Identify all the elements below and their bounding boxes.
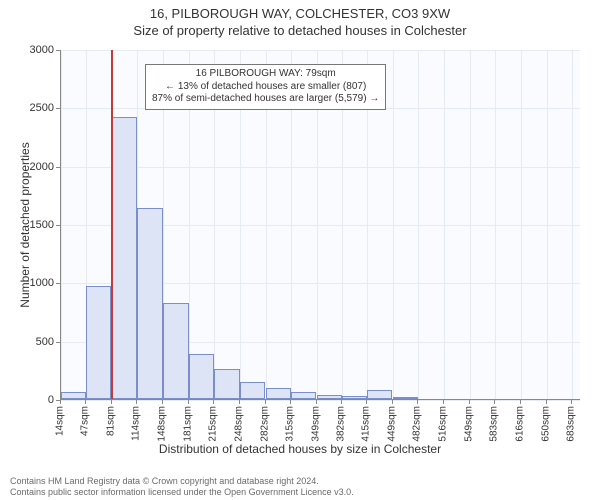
gridline-horizontal [61, 50, 580, 51]
histogram-bar [393, 397, 418, 399]
xtick-mark [60, 400, 61, 404]
xtick-mark [290, 400, 291, 404]
xtick-mark [162, 400, 163, 404]
xtick-label: 215sqm [208, 406, 219, 442]
xtick-label: 114sqm [131, 406, 142, 441]
histogram-bar [214, 369, 239, 399]
ytick-mark [56, 225, 60, 226]
annotation-line: 87% of semi-detached houses are larger (… [152, 93, 379, 106]
xtick-label: 482sqm [412, 406, 423, 442]
histogram-bar [137, 208, 162, 399]
footer-line-2: Contains public sector information licen… [10, 487, 600, 498]
gridline-vertical [61, 50, 62, 399]
histogram-bar [112, 117, 137, 399]
xtick-label: 248sqm [233, 406, 244, 442]
xtick-label: 14sqm [55, 406, 66, 436]
gridline-vertical [521, 50, 522, 399]
ytick-mark [56, 50, 60, 51]
xtick-label: 382sqm [335, 406, 346, 442]
ytick-label: 3000 [4, 44, 54, 56]
histogram-bar [367, 390, 392, 399]
page-title: 16, PILBOROUGH WAY, COLCHESTER, CO3 9XW [0, 6, 600, 21]
xtick-label: 449sqm [387, 406, 398, 442]
histogram-bar [240, 382, 265, 399]
xtick-mark [366, 400, 367, 404]
page-subtitle: Size of property relative to detached ho… [0, 23, 600, 38]
ytick-label: 1500 [4, 219, 54, 231]
ytick-mark [56, 342, 60, 343]
gridline-vertical [444, 50, 445, 399]
ytick-mark [56, 108, 60, 109]
xtick-label: 549sqm [463, 406, 474, 442]
xtick-mark [111, 400, 112, 404]
gridline-vertical [572, 50, 573, 399]
xtick-mark [469, 400, 470, 404]
histogram-bar [342, 396, 367, 399]
histogram-bar [317, 395, 342, 399]
xtick-mark [520, 400, 521, 404]
gridline-vertical [393, 50, 394, 399]
ytick-label: 2500 [4, 102, 54, 114]
xtick-label: 616sqm [514, 406, 525, 442]
gridline-horizontal [61, 167, 580, 168]
xtick-mark [443, 400, 444, 404]
ytick-mark [56, 283, 60, 284]
annotation-line: ← 13% of detached houses are smaller (80… [152, 81, 379, 94]
histogram-bar [291, 392, 316, 399]
xtick-mark [136, 400, 137, 404]
xtick-mark [546, 400, 547, 404]
chart-container: 16 PILBOROUGH WAY: 79sqm← 13% of detache… [0, 40, 600, 460]
gridline-vertical [495, 50, 496, 399]
xtick-label: 349sqm [310, 406, 321, 442]
histogram-bar [266, 388, 291, 399]
xtick-mark [341, 400, 342, 404]
xtick-mark [494, 400, 495, 404]
xtick-mark [392, 400, 393, 404]
ytick-mark [56, 167, 60, 168]
xtick-mark [316, 400, 317, 404]
xtick-label: 181sqm [182, 406, 193, 442]
xtick-mark [85, 400, 86, 404]
xtick-mark [417, 400, 418, 404]
xtick-mark [239, 400, 240, 404]
xtick-mark [188, 400, 189, 404]
xtick-label: 315sqm [284, 406, 295, 442]
gridline-horizontal [61, 400, 580, 401]
xtick-mark [213, 400, 214, 404]
xtick-label: 47sqm [80, 406, 91, 436]
ytick-label: 1000 [4, 277, 54, 289]
gridline-vertical [470, 50, 471, 399]
x-axis-label: Distribution of detached houses by size … [0, 442, 600, 456]
histogram-bar [189, 354, 214, 400]
reference-marker-line [111, 50, 113, 399]
gridline-vertical [547, 50, 548, 399]
xtick-mark [571, 400, 572, 404]
xtick-label: 81sqm [106, 406, 117, 436]
xtick-mark [265, 400, 266, 404]
plot-area: 16 PILBOROUGH WAY: 79sqm← 13% of detache… [60, 50, 580, 400]
xtick-label: 415sqm [361, 406, 372, 442]
xtick-label: 516sqm [438, 406, 449, 442]
ytick-label: 2000 [4, 161, 54, 173]
histogram-bar [86, 286, 111, 399]
footer-attribution: Contains HM Land Registry data © Crown c… [0, 476, 600, 499]
gridline-vertical [418, 50, 419, 399]
xtick-label: 583sqm [489, 406, 500, 442]
ytick-label: 500 [4, 336, 54, 348]
footer-line-1: Contains HM Land Registry data © Crown c… [10, 476, 600, 487]
xtick-label: 650sqm [540, 406, 551, 442]
annotation-line: 16 PILBOROUGH WAY: 79sqm [152, 68, 379, 81]
xtick-label: 683sqm [565, 406, 576, 442]
annotation-box: 16 PILBOROUGH WAY: 79sqm← 13% of detache… [145, 64, 386, 110]
histogram-bar [61, 392, 86, 399]
xtick-label: 282sqm [259, 406, 270, 442]
xtick-label: 148sqm [157, 406, 168, 442]
histogram-bar [163, 303, 188, 399]
ytick-label: 0 [4, 394, 54, 406]
